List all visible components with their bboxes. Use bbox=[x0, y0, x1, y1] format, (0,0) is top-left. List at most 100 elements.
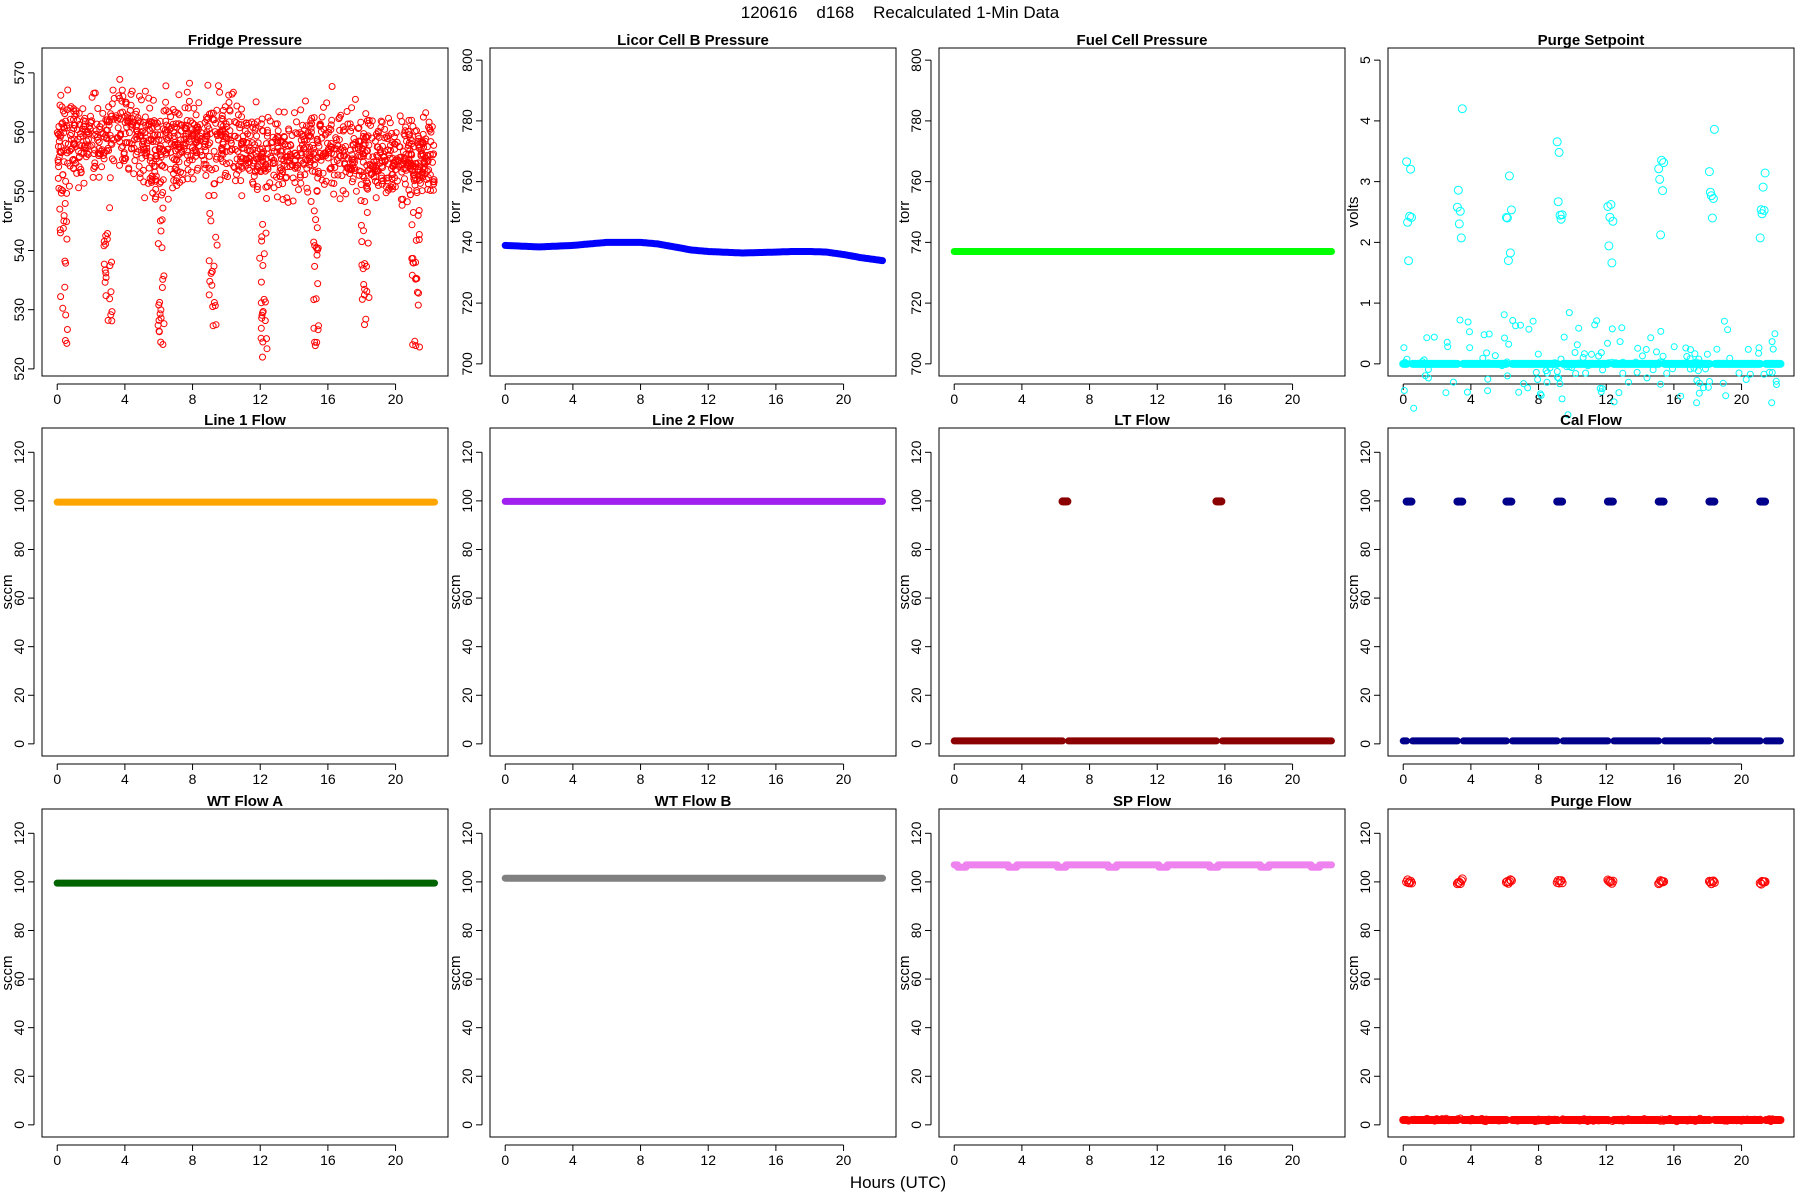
data-point bbox=[412, 342, 420, 350]
data-point bbox=[1529, 317, 1537, 325]
data-point bbox=[269, 160, 277, 168]
data-point bbox=[258, 233, 266, 241]
data-point bbox=[169, 184, 177, 192]
x-tick-label: 12 bbox=[1149, 391, 1165, 407]
data-point bbox=[1691, 350, 1699, 358]
data-point bbox=[1744, 345, 1752, 353]
data-point bbox=[231, 164, 239, 172]
data-point bbox=[209, 322, 217, 330]
data-point bbox=[204, 114, 212, 122]
data-point bbox=[311, 262, 319, 270]
data-point bbox=[246, 158, 254, 166]
data-point bbox=[409, 259, 417, 267]
data-point bbox=[1479, 354, 1487, 362]
data-point bbox=[386, 119, 394, 127]
data-point bbox=[365, 166, 373, 174]
data-point bbox=[317, 120, 324, 128]
data-point bbox=[56, 229, 64, 237]
data-point bbox=[1703, 350, 1711, 358]
data-point bbox=[424, 158, 432, 166]
data-point bbox=[226, 106, 233, 114]
data-point bbox=[358, 295, 366, 303]
data-point bbox=[1761, 497, 1770, 506]
y-axis-label: sccm bbox=[1345, 575, 1362, 610]
data-point bbox=[170, 156, 178, 164]
data-point bbox=[1554, 373, 1561, 381]
data-point bbox=[1400, 344, 1408, 352]
data-point bbox=[1657, 327, 1665, 335]
data-point bbox=[1446, 1116, 1454, 1124]
data-point bbox=[1765, 1115, 1773, 1123]
data-point bbox=[348, 178, 356, 186]
data-point bbox=[79, 105, 87, 113]
data-point bbox=[175, 111, 183, 119]
y-tick-label: 80 bbox=[1357, 922, 1373, 938]
data-point bbox=[1454, 1115, 1462, 1123]
data-point bbox=[119, 155, 126, 163]
data-point bbox=[164, 145, 171, 153]
data-point bbox=[256, 254, 264, 262]
data-point bbox=[188, 156, 196, 164]
data-point bbox=[154, 131, 162, 139]
data-point bbox=[1506, 876, 1516, 886]
data-point bbox=[253, 132, 261, 140]
data-point bbox=[1525, 1116, 1533, 1124]
data-point bbox=[1556, 214, 1566, 224]
data-point bbox=[66, 104, 74, 112]
data-point bbox=[258, 237, 266, 245]
data-point bbox=[351, 158, 358, 166]
data-point bbox=[138, 154, 146, 162]
data-point bbox=[415, 289, 422, 297]
data-point bbox=[408, 271, 416, 279]
data-point bbox=[260, 250, 268, 258]
data-point bbox=[125, 129, 133, 137]
y-tick-label: 80 bbox=[908, 541, 924, 557]
x-tick-label: 20 bbox=[836, 391, 852, 407]
data-point bbox=[1733, 1117, 1741, 1125]
data-point bbox=[1557, 355, 1565, 363]
data-point bbox=[1497, 1116, 1505, 1124]
data-point bbox=[284, 152, 292, 160]
data-point bbox=[1063, 497, 1072, 506]
data-point bbox=[114, 124, 122, 132]
data-point bbox=[195, 99, 203, 107]
data-point bbox=[314, 326, 322, 334]
y-tick-label: 700 bbox=[908, 352, 924, 376]
data-point bbox=[396, 153, 404, 161]
data-point bbox=[83, 131, 91, 139]
data-point bbox=[1730, 1117, 1738, 1125]
y-tick-label: 0 bbox=[459, 1121, 475, 1129]
data-point bbox=[1666, 1115, 1674, 1122]
y-tick-label: 40 bbox=[11, 1020, 27, 1036]
data-point bbox=[320, 103, 327, 111]
x-tick-label: 0 bbox=[501, 771, 509, 787]
y-tick-label: 0 bbox=[1357, 360, 1373, 368]
data-point bbox=[274, 127, 282, 135]
data-point bbox=[282, 174, 290, 182]
data-point bbox=[152, 172, 160, 180]
data-point bbox=[1569, 1116, 1577, 1124]
data-point bbox=[206, 210, 214, 217]
data-point bbox=[211, 180, 219, 188]
data-point bbox=[1649, 366, 1657, 374]
data-point bbox=[1619, 369, 1627, 377]
data-point bbox=[77, 169, 85, 177]
x-tick-label: 4 bbox=[569, 1152, 577, 1168]
data-point bbox=[157, 153, 165, 161]
y-tick-label: 3 bbox=[1357, 178, 1373, 186]
data-point bbox=[418, 170, 426, 178]
y-tick-label: 100 bbox=[1357, 489, 1373, 513]
data-point bbox=[1599, 366, 1607, 374]
data-point bbox=[318, 176, 326, 184]
data-point bbox=[1616, 338, 1624, 346]
y-tick-label: 20 bbox=[1357, 687, 1373, 703]
data-point bbox=[259, 262, 267, 269]
data-point bbox=[73, 169, 81, 177]
data-point bbox=[257, 334, 265, 342]
data-point bbox=[1534, 376, 1542, 383]
data-point bbox=[1604, 241, 1614, 251]
data-point bbox=[117, 109, 125, 117]
data-point bbox=[280, 161, 288, 169]
data-point bbox=[310, 114, 318, 122]
